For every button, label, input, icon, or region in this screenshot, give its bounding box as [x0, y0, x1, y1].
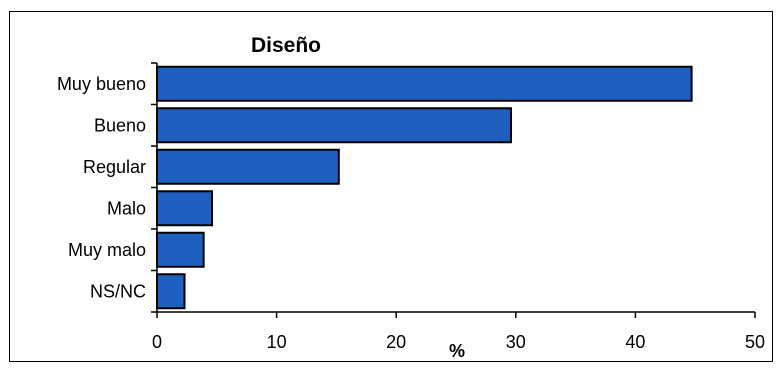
category-label: Muy bueno [57, 74, 146, 94]
category-label: Regular [83, 157, 146, 177]
category-label: Muy malo [68, 240, 146, 260]
bar-muy-malo [156, 231, 205, 268]
x-tick-label: 40 [625, 332, 645, 352]
x-tick-label: 30 [506, 332, 526, 352]
x-tick-label: 50 [745, 332, 765, 352]
category-label: NS/NC [90, 281, 146, 301]
category-label: Bueno [94, 115, 146, 135]
bar-ns-nc [156, 273, 186, 310]
bar-muy-bueno [156, 65, 693, 102]
x-tick-label: 10 [267, 332, 287, 352]
bar-malo [156, 190, 214, 227]
bar-bueno [156, 107, 513, 144]
bar-regular [156, 148, 340, 185]
x-tick-label: 20 [386, 332, 406, 352]
category-label: Malo [107, 198, 146, 218]
chart-title: Diseño [251, 34, 321, 57]
x-tick-label: 0 [152, 332, 162, 352]
x-axis-unit-label: % [449, 341, 465, 361]
